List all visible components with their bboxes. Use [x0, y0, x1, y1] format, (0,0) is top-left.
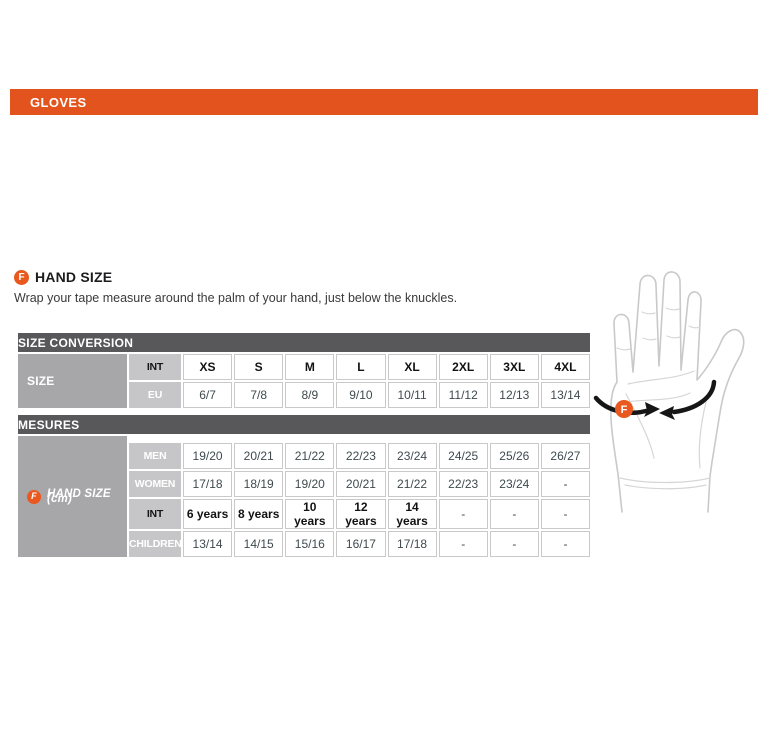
- size-value-cell: XL: [387, 354, 437, 380]
- hand-outline: [610, 271, 745, 513]
- measure-children-row: CHILDREN 13/14 14/15 15/16 16/17 17/18 -…: [18, 531, 590, 557]
- measure-value-cell: -: [489, 499, 539, 529]
- f-marker-icon: F: [27, 489, 41, 504]
- size-value-cell: 12/13: [489, 382, 539, 408]
- measure-value-cell: 15/16: [285, 531, 335, 557]
- measure-value-cell: 19/20: [285, 471, 335, 497]
- hand-size-cm-cell: F HAND SIZE (cm): [18, 436, 127, 557]
- hand-size-cm-label: HAND SIZE (cm): [47, 487, 111, 505]
- size-eu-row: EU 6/7 7/8 8/9 9/10 10/11 11/12 12/13 13…: [18, 382, 590, 408]
- size-value-cell: 2XL: [438, 354, 488, 380]
- measure-value-cell: 25/26: [489, 443, 539, 469]
- measure-value-cell: 6 years: [183, 499, 233, 529]
- measure-value-cell: 8 years: [234, 499, 284, 529]
- measures-header-row: MESURES: [18, 415, 590, 434]
- category-banner: GLOVES: [10, 89, 758, 115]
- hand-size-heading: F HAND SIZE: [14, 269, 112, 285]
- measure-value-cell: 13/14: [183, 531, 233, 557]
- size-value-cell: M: [285, 354, 335, 380]
- measure-value-cell: 20/21: [336, 471, 386, 497]
- size-conversion-header: SIZE CONVERSION: [18, 333, 590, 352]
- measure-value-cell: 18/19: [234, 471, 284, 497]
- row-label-int: INT: [129, 354, 181, 380]
- size-label: SIZE: [27, 374, 55, 388]
- measure-value-cell: 17/18: [387, 531, 437, 557]
- measure-value-cell: 23/24: [387, 443, 437, 469]
- size-chart-table: SIZE CONVERSION SIZE INT XS S M L XL 2XL…: [16, 331, 592, 559]
- row-label-men: MEN: [129, 443, 181, 469]
- hand-illustration: F: [593, 271, 745, 513]
- measure-value-cell: -: [438, 531, 488, 557]
- measure-value-cell: 19/20: [183, 443, 233, 469]
- measure-value-cell: 22/23: [336, 443, 386, 469]
- spacer: [129, 436, 590, 441]
- row-label-eu: EU: [129, 382, 181, 408]
- measure-value-cell: 10 years: [285, 499, 335, 529]
- svg-text:F: F: [621, 404, 628, 416]
- measure-value-cell: -: [438, 499, 488, 529]
- size-value-cell: 11/12: [438, 382, 488, 408]
- measure-value-cell: -: [540, 531, 590, 557]
- size-label-cell: SIZE: [18, 354, 127, 408]
- spacer: [18, 410, 590, 413]
- size-value-cell: 10/11: [387, 382, 437, 408]
- hand-size-title: HAND SIZE: [35, 269, 113, 285]
- measures-header: MESURES: [18, 415, 590, 434]
- measure-value-cell: 17/18: [183, 471, 233, 497]
- category-banner-title: GLOVES: [30, 94, 87, 110]
- measure-value-cell: 23/24: [489, 471, 539, 497]
- measure-value-cell: -: [540, 499, 590, 529]
- row-label-int-years: INT: [129, 499, 181, 529]
- size-value-cell: 8/9: [285, 382, 335, 408]
- size-value-cell: 3XL: [489, 354, 539, 380]
- measure-value-cell: -: [540, 471, 590, 497]
- measure-int-years-row: INT 6 years 8 years 10 years 12 years 14…: [18, 499, 590, 529]
- measure-value-cell: 20/21: [234, 443, 284, 469]
- size-conversion-header-row: SIZE CONVERSION: [18, 333, 590, 352]
- size-value-cell: S: [234, 354, 284, 380]
- size-int-row: SIZE INT XS S M L XL 2XL 3XL 4XL: [18, 354, 590, 408]
- measure-value-cell: 22/23: [438, 471, 488, 497]
- measure-value-cell: 14/15: [234, 531, 284, 557]
- size-value-cell: 13/14: [540, 382, 590, 408]
- size-value-cell: 9/10: [336, 382, 386, 408]
- size-value-cell: 6/7: [183, 382, 233, 408]
- row-label-women: WOMEN: [129, 471, 181, 497]
- row-label-children: CHILDREN: [129, 531, 182, 557]
- measure-value-cell: 16/17: [336, 531, 386, 557]
- measure-value-cell: 24/25: [438, 443, 488, 469]
- size-value-cell: 4XL: [540, 354, 590, 380]
- measure-men-row: MEN 19/20 20/21 21/22 22/23 23/24 24/25 …: [18, 443, 590, 469]
- size-value-cell: XS: [183, 354, 233, 380]
- measure-value-cell: 21/22: [387, 471, 437, 497]
- size-value-cell: L: [336, 354, 386, 380]
- measure-value-cell: 14 years: [387, 499, 437, 529]
- measure-women-row: WOMEN 17/18 18/19 19/20 20/21 21/22 22/2…: [18, 471, 590, 497]
- size-value-cell: 7/8: [234, 382, 284, 408]
- measure-value-cell: -: [489, 531, 539, 557]
- measure-value-cell: 26/27: [540, 443, 590, 469]
- measure-value-cell: 12 years: [336, 499, 386, 529]
- measure-value-cell: 21/22: [285, 443, 335, 469]
- measure-arrowheads: [644, 402, 675, 420]
- f-marker-badge: F: [615, 400, 633, 418]
- measures-spacer-row: F HAND SIZE (cm): [18, 436, 590, 557]
- f-marker-icon: F: [14, 269, 29, 285]
- hand-crease-lines: [616, 307, 711, 490]
- hand-size-description: Wrap your tape measure around the palm o…: [14, 291, 458, 305]
